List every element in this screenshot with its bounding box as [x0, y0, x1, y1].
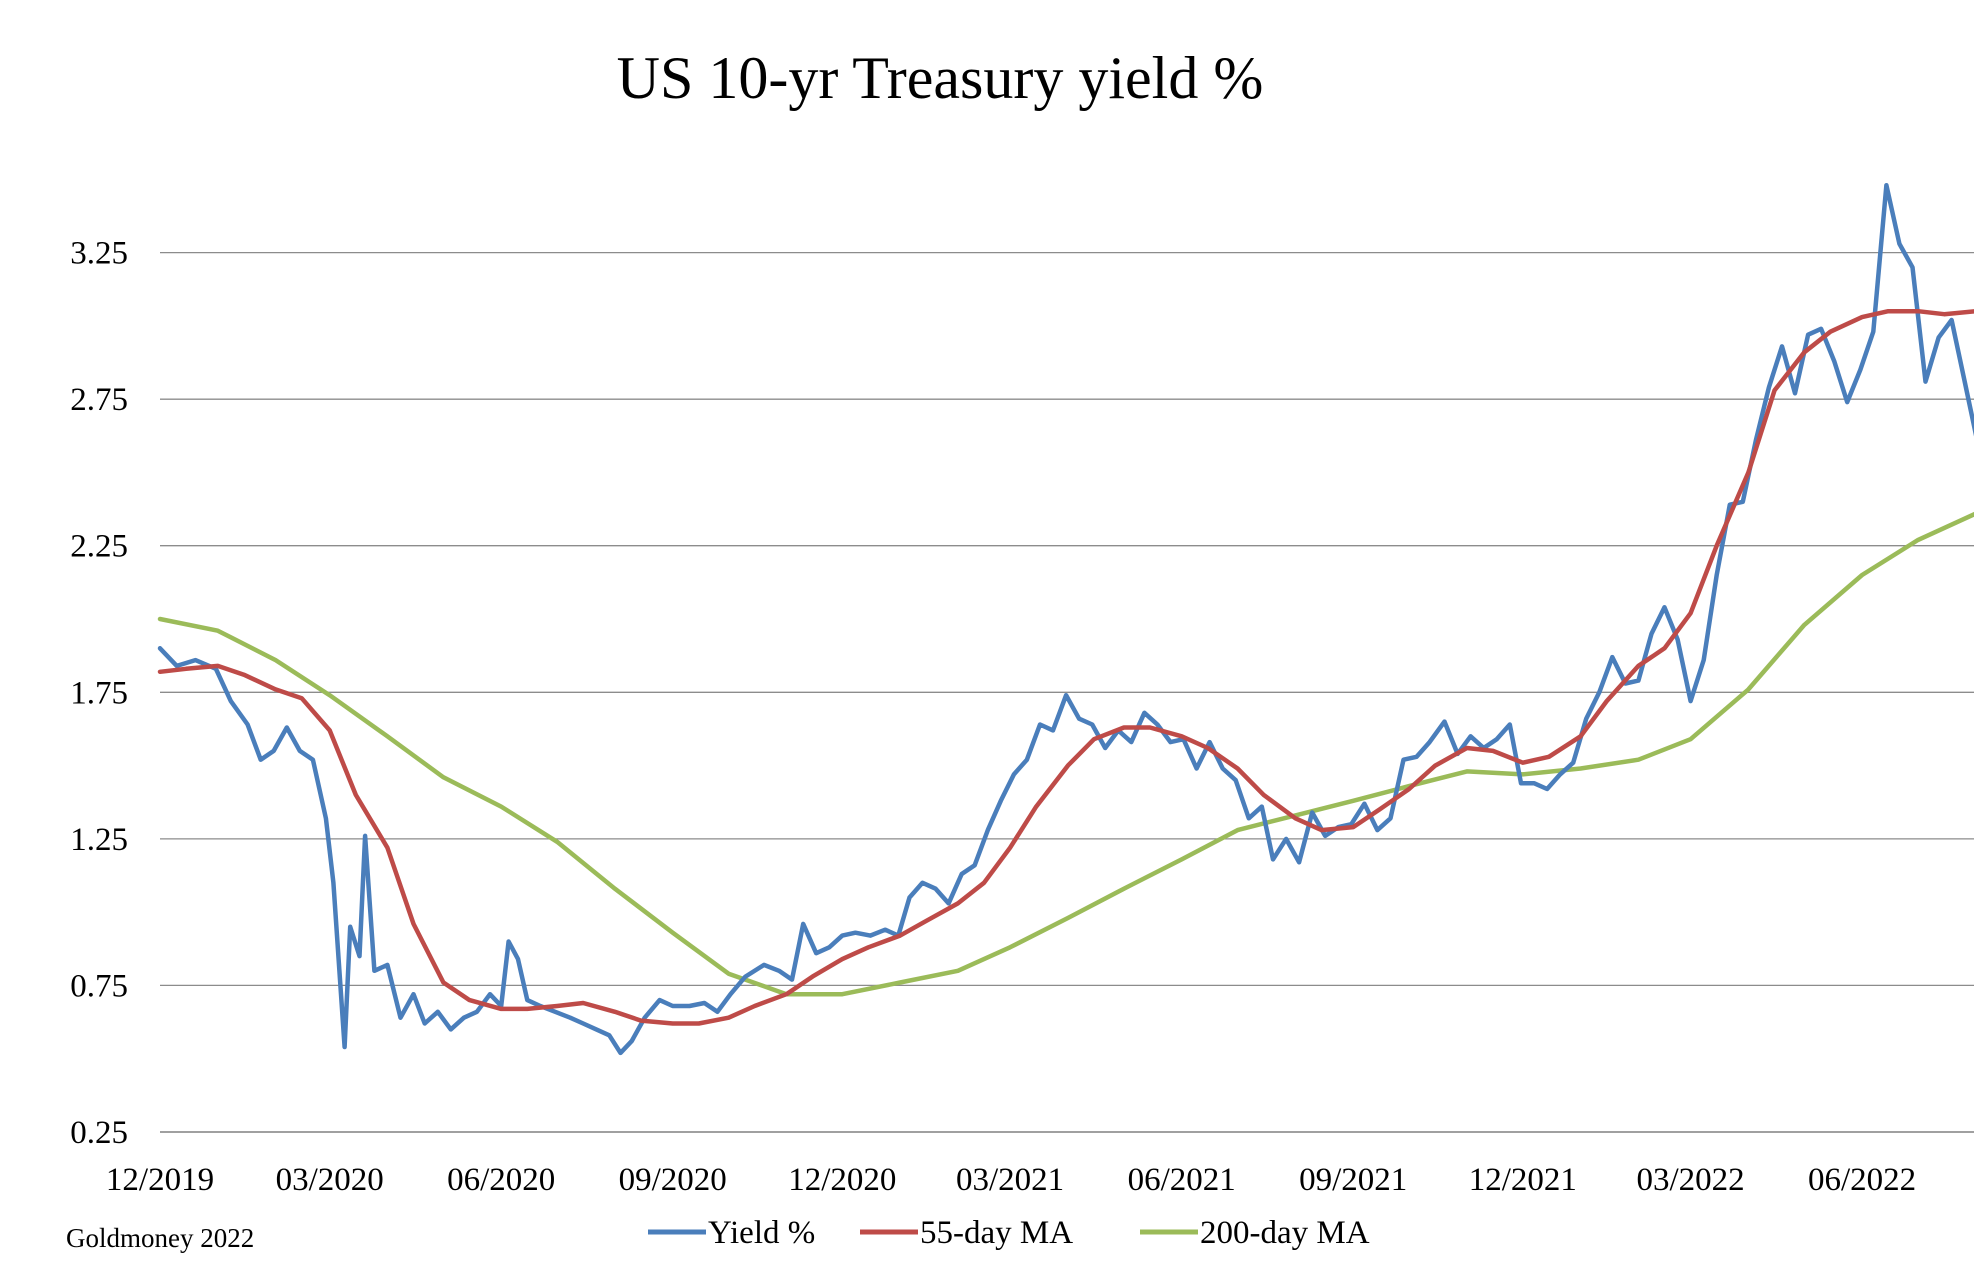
- x-tick-label: 09/2020: [619, 1162, 727, 1198]
- x-tick-label: 12/2021: [1469, 1162, 1577, 1198]
- series-line-55-day-ma: [157, 308, 1974, 1026]
- x-tick-label: 03/2022: [1637, 1162, 1745, 1198]
- x-tick-label: 12/2019: [106, 1162, 214, 1198]
- y-tick-label: 1.75: [70, 675, 128, 711]
- x-tick-label: 12/2020: [788, 1162, 896, 1198]
- y-tick-label: 3.25: [70, 236, 128, 272]
- x-tick-label: 06/2022: [1808, 1162, 1916, 1198]
- legend-label: Yield %: [708, 1215, 815, 1251]
- series-lines: [157, 182, 1974, 1056]
- y-tick-label: 2.25: [70, 529, 128, 565]
- y-axis-ticks: 0.25 0.75 1.25 1.75 2.25 2.75 3.25: [70, 236, 128, 1151]
- gridlines: [160, 251, 1974, 987]
- y-tick-label: 2.75: [70, 382, 128, 418]
- x-tick-label: 06/2021: [1128, 1162, 1236, 1198]
- legend-label: 55-day MA: [920, 1215, 1073, 1251]
- y-tick-label: 0.25: [70, 1115, 128, 1151]
- y-tick-label: 0.75: [70, 968, 128, 1004]
- x-axis-ticks: 12/2019 03/2020 06/2020 09/2020 12/2020 03/20…: [106, 1162, 1916, 1198]
- legend-label: 200-day MA: [1200, 1215, 1370, 1251]
- chart-title: US 10-yr Treasury yield %: [617, 45, 1264, 111]
- series-line-yield: [157, 182, 1974, 1056]
- x-tick-label: 03/2021: [956, 1162, 1064, 1198]
- y-tick-label: 1.25: [70, 822, 128, 858]
- legend: Yield % 55-day MA 200-day MA: [648, 1215, 1370, 1251]
- source-note: Goldmoney 2022: [66, 1223, 254, 1253]
- x-tick-label: 03/2020: [276, 1162, 384, 1198]
- x-tick-label: 06/2020: [447, 1162, 555, 1198]
- series-line-200-day-ma: [157, 511, 1974, 997]
- x-tick-label: 09/2021: [1299, 1162, 1407, 1198]
